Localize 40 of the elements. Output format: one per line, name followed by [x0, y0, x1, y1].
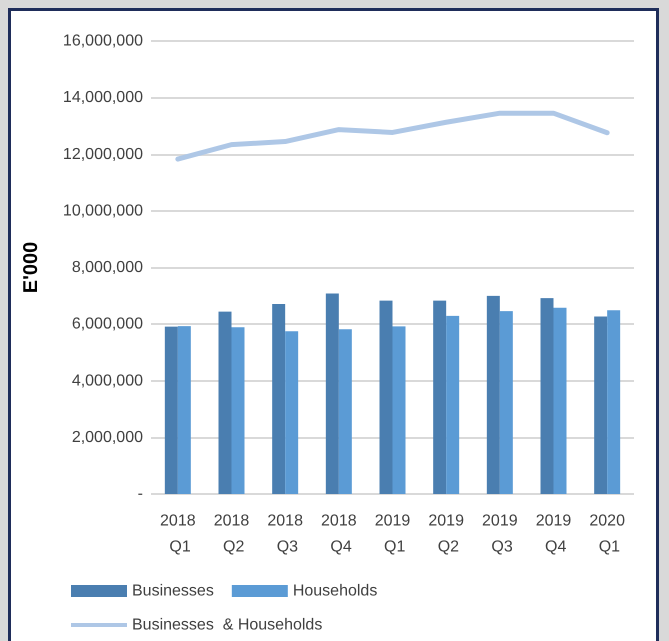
bar: [218, 312, 232, 494]
y-tick-label: 10,000,000: [62, 202, 144, 220]
x-tick-label: 2018 Q2: [214, 512, 250, 556]
bar: [540, 298, 554, 494]
bar: [594, 316, 608, 494]
bar: [338, 329, 352, 494]
x-tick-label: 2019 Q1: [374, 512, 410, 556]
bar: [554, 308, 566, 494]
bar: [326, 294, 339, 494]
y-tick-label: 12,000,000: [62, 146, 144, 163]
bar: [486, 296, 500, 494]
y-tick-label: 4,000,000: [72, 372, 144, 390]
y-tick-label: 6,000,000: [72, 316, 144, 333]
y-tick-label: -: [138, 486, 143, 502]
x-tick-label: 2018 Q3: [267, 512, 304, 556]
legend-label: Households: [292, 582, 378, 600]
bar: [164, 326, 178, 494]
y-tick-label: 8,000,000: [72, 259, 144, 276]
bar: [285, 331, 298, 494]
bar: [446, 316, 460, 494]
bar: [607, 310, 620, 494]
y-tick-label: 14,000,000: [62, 89, 144, 106]
bar: [178, 326, 191, 494]
bar: [272, 304, 286, 494]
x-tick-label: 2020 Q1: [589, 512, 626, 556]
x-tick-label: 2018 Q1: [160, 512, 196, 556]
x-tick-label: 2019 Q2: [428, 512, 464, 556]
bar: [433, 300, 446, 494]
x-tick-label: 2018 Q4: [321, 512, 357, 556]
y-tick-label: 2,000,000: [72, 428, 144, 446]
x-tick-label: 2019 Q4: [536, 512, 572, 556]
x-tick-label: 2019 Q3: [482, 512, 518, 556]
legend-label: Businesses: [132, 582, 214, 600]
bar: [380, 300, 392, 494]
bar: [232, 327, 244, 494]
y-axis-title: E'000: [20, 242, 42, 294]
legend-label: Businesses & Households: [132, 616, 322, 634]
bar: [500, 311, 513, 494]
bar: [392, 326, 406, 494]
y-tick-label: 16,000,000: [62, 32, 144, 50]
